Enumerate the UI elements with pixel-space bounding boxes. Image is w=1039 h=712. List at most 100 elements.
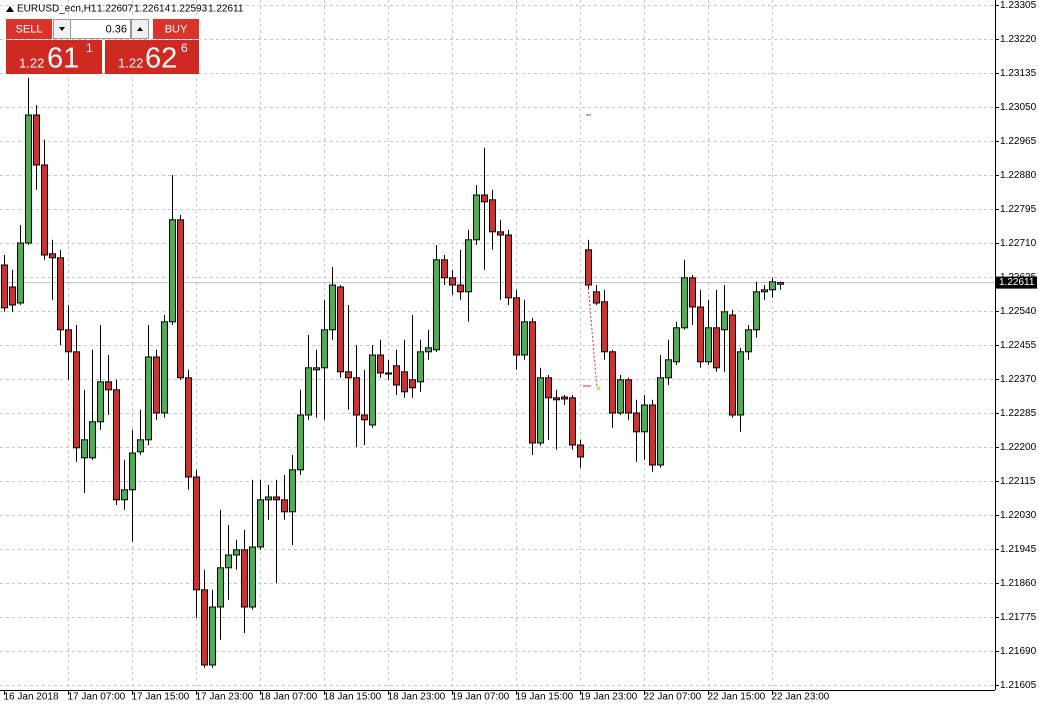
candle-body [305, 367, 312, 416]
sell-price-prefix: 1.22 [19, 55, 44, 70]
y-tick-label: 1.22795 [1000, 204, 1037, 215]
candle-body [257, 499, 264, 548]
y-tick-label: 1.21860 [1000, 578, 1037, 589]
candle-body [553, 397, 560, 401]
x-tick-label: 17 Jan 07:00 [68, 692, 126, 703]
candle-body [761, 289, 768, 293]
x-tick-label: 19 Jan 23:00 [580, 692, 638, 703]
ohlc-open: 1.22607 [97, 4, 134, 15]
candle-body [561, 396, 568, 400]
candle-body [393, 365, 400, 386]
x-tick-label: 16 Jan 2018 [4, 692, 59, 703]
candle-body [625, 379, 632, 414]
y-tick-label: 1.21945 [1000, 544, 1037, 555]
candle-body [753, 291, 760, 331]
buy-price-prefix: 1.22 [118, 55, 143, 70]
candle-body [49, 253, 56, 259]
down-arrow [59, 27, 65, 31]
candle-body [25, 114, 32, 244]
candle-body [113, 389, 120, 501]
candle-body [457, 284, 464, 293]
buy-button[interactable] [153, 19, 199, 39]
candle-body [521, 321, 528, 356]
candle-body [137, 439, 144, 453]
candle-body [465, 239, 472, 293]
candle-body [537, 377, 544, 444]
candle-body [369, 354, 376, 426]
candle-body [545, 377, 552, 399]
candle-body [97, 381, 104, 423]
y-tick-label: 1.22880 [1000, 170, 1037, 181]
candle-body [713, 327, 720, 369]
candle-body [577, 444, 584, 458]
sell-price-big: 61 [47, 43, 79, 75]
candle-body [241, 549, 248, 608]
candle-body [481, 194, 488, 203]
y-tick-label: 1.23220 [1000, 34, 1037, 45]
candle-body [769, 281, 776, 291]
candle-body [345, 371, 352, 379]
candle-body [441, 259, 448, 279]
sell-button[interactable] [6, 19, 52, 39]
candle-body [385, 372, 392, 375]
candle-body [497, 231, 504, 236]
candle-body [321, 329, 328, 369]
candle-body [697, 306, 704, 363]
candle-body [721, 311, 728, 331]
candle-body [377, 354, 384, 374]
candle-body [105, 381, 112, 391]
y-tick-label: 1.22540 [1000, 306, 1037, 317]
sell-price-box[interactable] [6, 40, 102, 74]
y-tick-label: 1.22200 [1000, 442, 1037, 453]
candle-body [193, 476, 200, 591]
trade-close-mark: × [596, 383, 601, 393]
candle-body [233, 549, 240, 556]
x-tick-label: 17 Jan 23:00 [196, 692, 254, 703]
y-tick-label: 1.22370 [1000, 374, 1037, 385]
candle-body [729, 314, 736, 416]
candle-body [449, 277, 456, 286]
ohlc-high: 1.22614 [134, 4, 171, 15]
candle-body [1, 264, 8, 309]
candle-body [17, 242, 24, 304]
candle-body [601, 301, 608, 353]
y-tick-label: 1.22115 [1000, 476, 1036, 487]
buy-label: BUY [165, 23, 188, 35]
buy-price-box[interactable] [105, 40, 199, 74]
y-tick-label: 1.23305 [1000, 0, 1037, 11]
candle-body [777, 282, 784, 285]
y-tick-label: 1.22965 [1000, 136, 1037, 147]
candle-body [313, 367, 320, 371]
candle-body [673, 327, 680, 363]
candle-body [329, 284, 336, 331]
lot-field[interactable] [70, 19, 131, 39]
candle-body [473, 194, 480, 241]
candle-body [401, 371, 408, 393]
candle-body [161, 321, 168, 414]
candle-body [737, 351, 744, 416]
candle-body [593, 291, 600, 304]
candle-body [513, 297, 520, 356]
candle-body [425, 347, 432, 353]
candle-body [433, 259, 440, 351]
collapse-icon[interactable] [6, 6, 14, 12]
price-label: 1.22611 [999, 277, 1035, 288]
x-tick-label: 18 Jan 23:00 [388, 692, 446, 703]
candle-body [361, 414, 368, 421]
candle-body [585, 249, 592, 286]
trade-panel: SELL 0.36 BUY 1.22 61 1 1.22 62 6 [6, 19, 199, 75]
sell-label: SELL [16, 23, 43, 35]
candle-body [273, 496, 280, 501]
candle-body [201, 589, 208, 666]
candle-body [121, 489, 128, 501]
candle-body [145, 356, 152, 441]
candle-body [353, 377, 360, 416]
y-tick-label: 1.22455 [1000, 340, 1037, 351]
y-tick-label: 1.21775 [1000, 612, 1037, 623]
candle-body [9, 286, 16, 306]
candle-body [705, 327, 712, 363]
y-tick-label: 1.22285 [1000, 408, 1037, 419]
candle-body [41, 164, 48, 256]
sell-price-point: 1 [86, 41, 93, 55]
